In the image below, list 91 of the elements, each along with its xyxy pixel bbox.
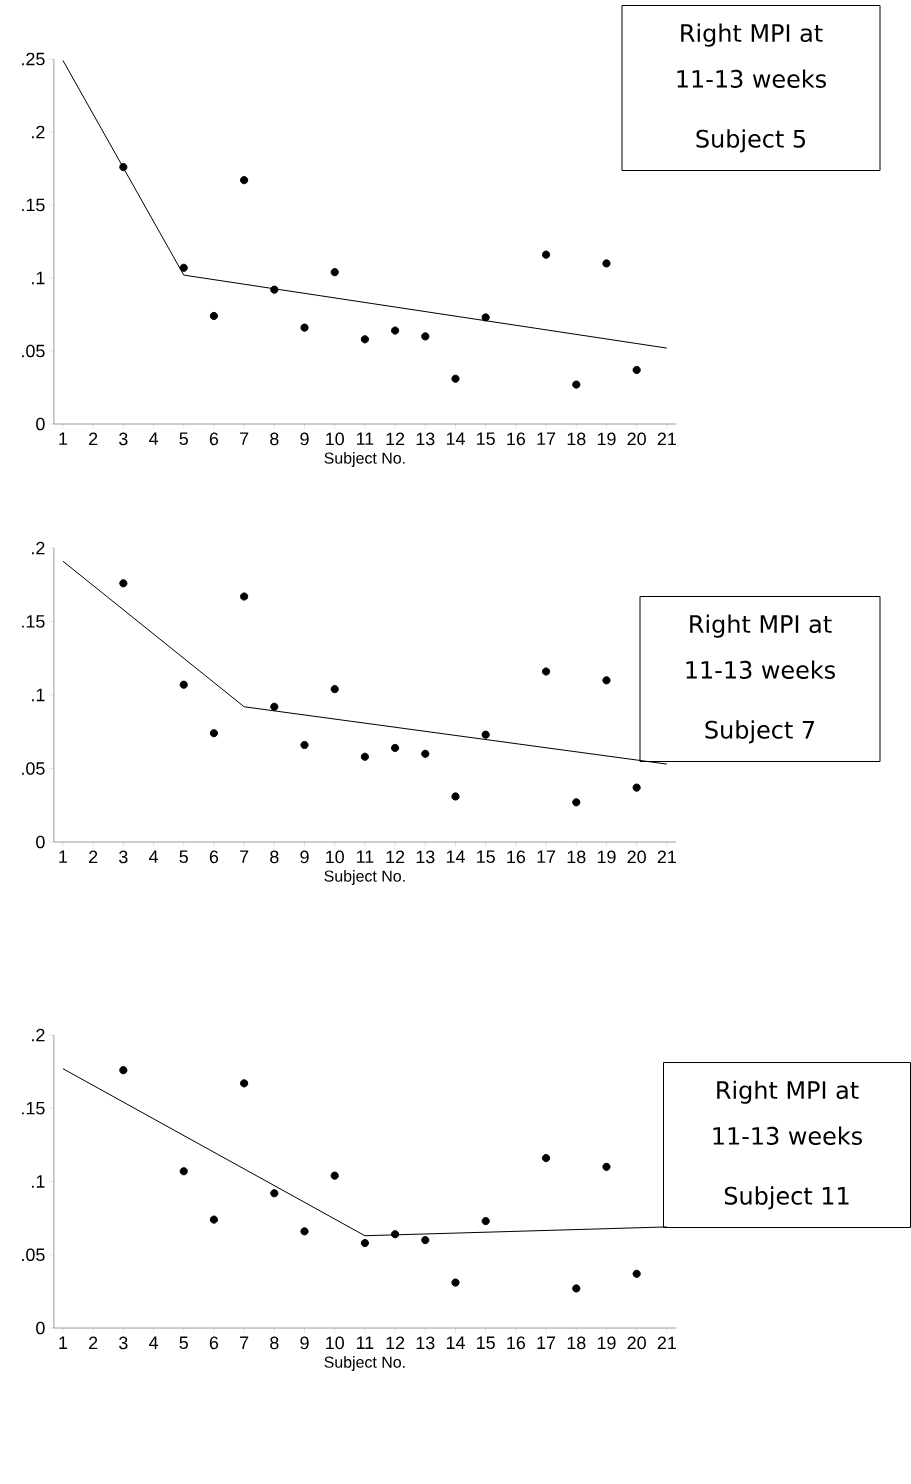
y-tick-label: .1	[32, 688, 45, 702]
text: Right MPI at	[690, 614, 832, 638]
text: 11-13 weeks	[686, 660, 835, 679]
x-tick-label: 7	[240, 1336, 249, 1349]
x-tick-label: 3	[119, 1336, 128, 1350]
x-tick-label: 11	[356, 1336, 374, 1349]
y-tick-label: .05	[22, 762, 45, 775]
x-tick-label: 11	[356, 432, 374, 445]
x-tick-label: 20	[627, 1336, 646, 1350]
y-tick-label: .2	[32, 541, 45, 555]
x-tick-label: 1	[59, 850, 68, 863]
y-tick-label: .15	[22, 198, 45, 212]
x-tick-label: 4	[148, 850, 159, 863]
x-tick-label: 21	[657, 1336, 676, 1350]
x-axis-title: Subject No.	[324, 870, 405, 885]
x-tick-label: 10	[326, 1336, 344, 1350]
x-tick-label: 8	[270, 1336, 279, 1350]
y-tick-label: .15	[22, 615, 45, 628]
text: Right MPI at	[681, 23, 823, 47]
x-tick-label: 19	[597, 432, 616, 446]
x-tick-label: 6	[209, 432, 219, 446]
y-tick-label: .2	[32, 1028, 45, 1042]
x-tick-label: 17	[537, 1336, 556, 1349]
text: Subject 7	[705, 720, 815, 744]
x-tick-label: 8	[270, 850, 279, 864]
x-tick-label: 17	[537, 850, 556, 863]
x-tick-label: 16	[507, 1336, 526, 1350]
x-tick-label: 19	[597, 850, 616, 864]
y-tick-label: .05	[22, 1248, 45, 1262]
x-tick-label: 20	[627, 850, 646, 864]
x-tick-label: 15	[477, 432, 495, 446]
y-tick-label: .15	[22, 1102, 45, 1115]
x-tick-label: 16	[507, 850, 526, 864]
y-tick-label: 0	[36, 417, 45, 431]
x-tick-label: 1	[59, 1336, 68, 1349]
x-tick-label: 9	[300, 850, 309, 864]
x-tick-label: 21	[657, 850, 676, 864]
x-tick-label: 12	[386, 432, 405, 446]
x-tick-label: 5	[179, 1336, 188, 1350]
x-tick-label: 1	[59, 432, 68, 445]
x-tick-label: 14	[446, 1336, 465, 1349]
x-tick-label: 18	[567, 1336, 586, 1350]
x-tick-label: 13	[416, 432, 435, 446]
x-tick-label: 6	[209, 1336, 219, 1350]
x-tick-label: 9	[300, 1336, 309, 1350]
text: 11-13 weeks	[713, 1126, 862, 1145]
x-axis-title: Subject No.	[324, 1356, 405, 1371]
x-tick-label: 10	[326, 850, 344, 864]
x-tick-label: 2	[89, 850, 98, 864]
x-tick-label: 7	[240, 432, 249, 445]
x-tick-label: 5	[179, 432, 188, 446]
x-tick-label: 4	[148, 432, 159, 445]
x-tick-label: 7	[240, 850, 249, 863]
y-tick-label: .1	[32, 271, 45, 285]
x-tick-label: 8	[270, 432, 279, 446]
text: Subject 11	[724, 1186, 849, 1210]
x-axis-title: Subject No.	[324, 452, 405, 467]
x-tick-label: 14	[446, 432, 465, 445]
x-tick-label: 11	[356, 850, 374, 863]
x-tick-label: 18	[567, 850, 586, 864]
y-tick-label: .1	[32, 1175, 45, 1188]
x-tick-label: 21	[657, 432, 676, 446]
text: Right MPI at	[717, 1080, 859, 1104]
y-tick-label: .25	[22, 52, 45, 66]
x-tick-label: 19	[597, 1336, 616, 1350]
x-tick-label: 15	[477, 850, 495, 864]
x-tick-label: 2	[89, 432, 98, 446]
x-tick-label: 4	[148, 1336, 159, 1349]
x-tick-label: 5	[179, 850, 188, 864]
x-tick-label: 13	[416, 1336, 435, 1350]
y-tick-label: 0	[36, 1321, 45, 1335]
y-tick-label: 0	[36, 835, 45, 849]
x-tick-label: 6	[209, 850, 219, 864]
x-tick-label: 13	[416, 850, 435, 864]
x-tick-label: 15	[477, 1336, 495, 1350]
x-tick-label: 18	[567, 432, 586, 446]
x-tick-label: 9	[300, 432, 309, 446]
x-tick-label: 2	[89, 1336, 98, 1350]
x-tick-label: 12	[386, 850, 405, 864]
x-tick-label: 12	[386, 1336, 405, 1350]
x-tick-label: 17	[537, 432, 556, 445]
y-tick-label: .05	[22, 344, 45, 358]
x-tick-label: 3	[119, 432, 128, 446]
x-tick-label: 20	[627, 432, 646, 446]
text: 11-13 weeks	[677, 69, 826, 88]
text: Subject 5	[696, 129, 806, 153]
x-tick-label: 14	[446, 850, 465, 863]
y-tick-label: .2	[32, 125, 45, 139]
x-tick-label: 3	[119, 850, 128, 864]
x-tick-label: 10	[326, 432, 344, 446]
x-tick-label: 16	[507, 432, 526, 446]
